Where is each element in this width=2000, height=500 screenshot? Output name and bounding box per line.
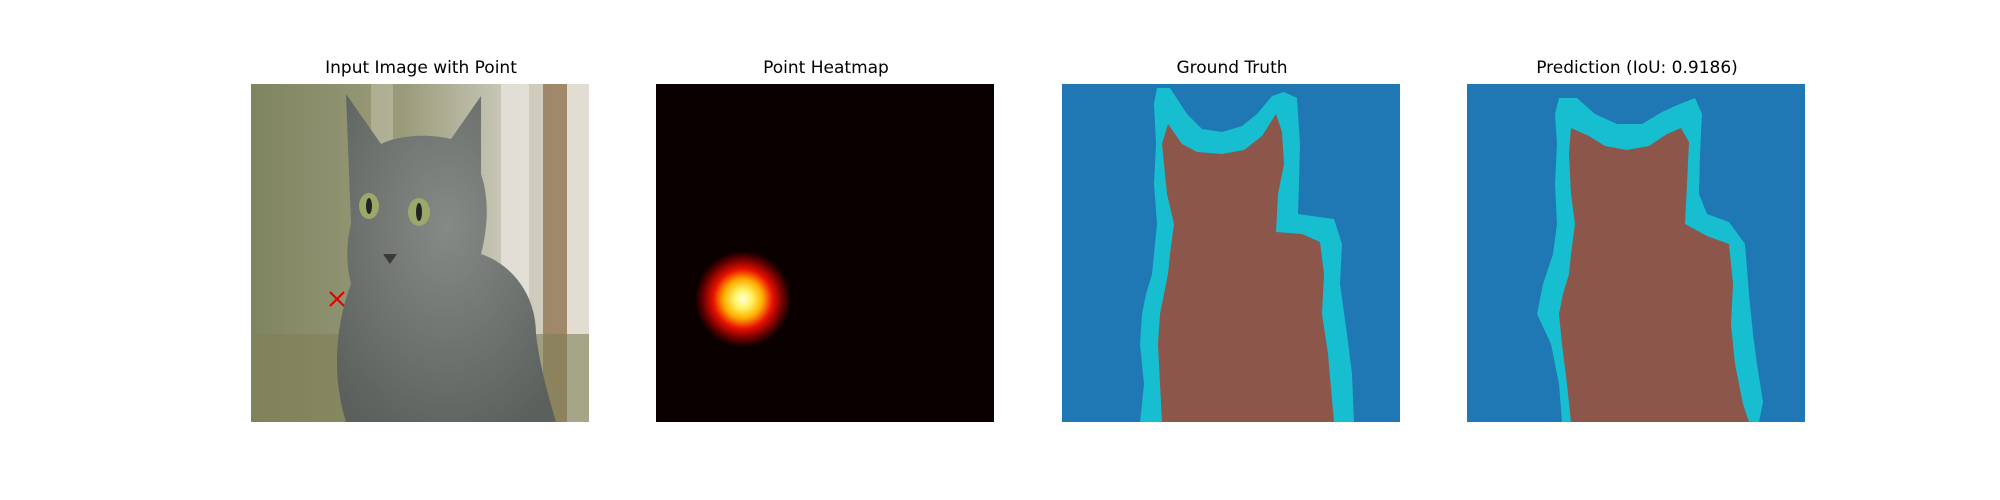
heatmap-image — [656, 84, 994, 422]
cat-photo-image — [251, 84, 589, 422]
heatmap-hotspot — [695, 251, 791, 347]
heatmap-panel — [656, 84, 994, 422]
cat-shape — [336, 94, 556, 422]
input-image-title: Input Image with Point — [325, 58, 517, 78]
pred-object — [1559, 128, 1749, 422]
input-image-panel — [251, 84, 589, 422]
ground-truth-panel — [1062, 84, 1400, 422]
prediction-panel — [1467, 84, 1805, 422]
point-marker — [329, 291, 345, 307]
prediction-title: Prediction (IoU: 0.9186) — [1536, 58, 1738, 78]
ground-truth-title: Ground Truth — [1176, 58, 1288, 78]
gt-object — [1158, 114, 1334, 422]
ground-truth-mask — [1062, 84, 1400, 422]
prediction-mask — [1467, 84, 1805, 422]
heatmap-title: Point Heatmap — [763, 58, 889, 78]
